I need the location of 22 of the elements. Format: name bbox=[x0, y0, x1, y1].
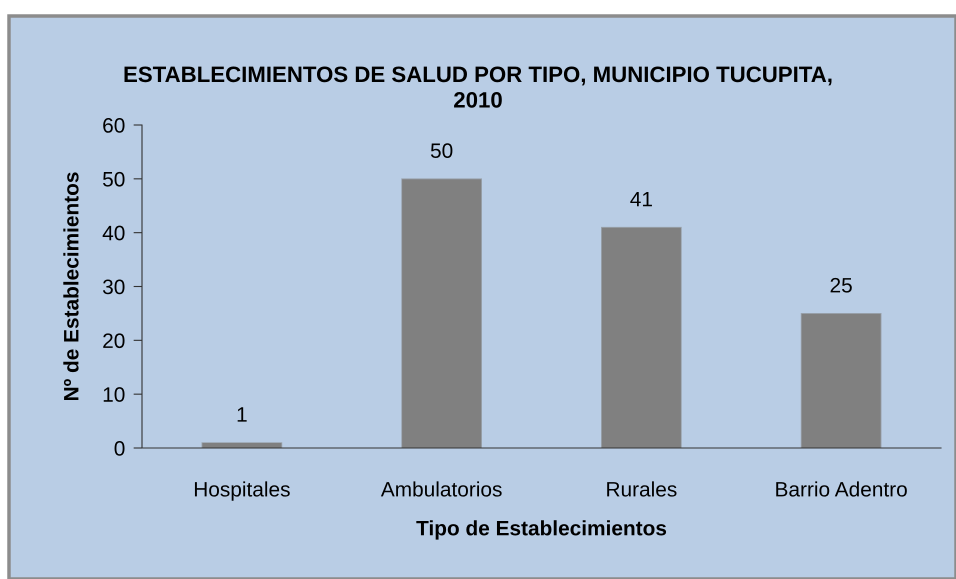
data-label: 1 bbox=[238, 407, 247, 422]
y-axis-title: Nº de Establecimientos bbox=[63, 172, 79, 400]
data-label: 50 bbox=[430, 143, 452, 158]
y-tick-label: 60 bbox=[103, 118, 125, 133]
y-tick-label: 40 bbox=[102, 226, 125, 240]
y-tick-label: 10 bbox=[104, 387, 125, 402]
x-tick-label: Hospitales bbox=[194, 481, 290, 501]
x-tick-label: Rurales bbox=[607, 481, 677, 497]
x-tick-label: Barrio Adentro bbox=[776, 481, 907, 497]
x-axis-title: Tipo de Establecimientos bbox=[416, 520, 666, 540]
bar bbox=[401, 178, 482, 448]
y-tick-label: 30 bbox=[102, 280, 125, 294]
y-tick-label: 50 bbox=[102, 172, 125, 187]
bar bbox=[601, 226, 682, 448]
x-tick-label: Ambulatorios bbox=[380, 481, 502, 497]
data-label: 41 bbox=[630, 192, 652, 206]
y-tick-label: 0 bbox=[114, 441, 125, 456]
chart-title: ESTABLECIMIENTOS DE SALUD POR TIPO, MUNICIPIO TUCUPITA, 2010 bbox=[124, 66, 832, 108]
bar bbox=[202, 442, 282, 448]
y-tick-label: 20 bbox=[103, 333, 125, 348]
data-label: 25 bbox=[830, 278, 852, 293]
bar bbox=[800, 312, 882, 448]
